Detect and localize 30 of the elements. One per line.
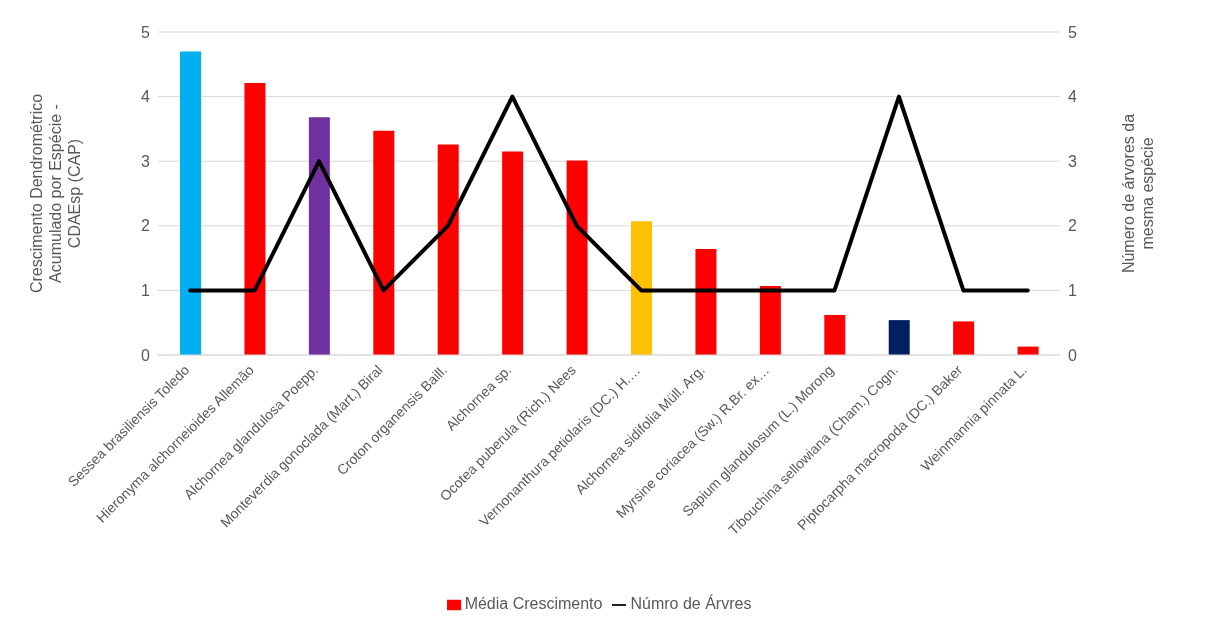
y2-axis-title: Número de árvores da mesma espécie: [1119, 113, 1156, 274]
y2-tick-label: 2: [1068, 217, 1077, 235]
y-tick-label: 1: [141, 282, 151, 300]
bar: [888, 320, 910, 355]
bar: [566, 160, 588, 355]
y-tick-label: 2: [141, 217, 151, 235]
y2-tick-label: 1: [1068, 282, 1077, 300]
y-tick-label: 5: [141, 23, 151, 41]
y2-tick-label: 3: [1068, 152, 1077, 170]
y2-tick-label: 5: [1068, 23, 1077, 41]
y2-tick-label: 4: [1068, 88, 1077, 106]
y-axis-title: Crescimento Dendrométrico Acumulado por Espécie - CDAEsp (CAP): [28, 93, 83, 294]
legend-label: Média Crescimento: [464, 595, 603, 612]
bar: [373, 130, 395, 355]
line-series: [188, 94, 1030, 293]
bar: [759, 285, 781, 355]
legend-label: Númro de Árvres: [630, 595, 752, 612]
bar: [437, 144, 459, 355]
bar: [631, 221, 652, 355]
bar: [308, 117, 330, 355]
y-tick-label: 4: [141, 88, 151, 106]
bar: [695, 249, 717, 355]
bar: [244, 83, 266, 355]
y-tick-label: 0: [141, 346, 151, 364]
bar: [824, 314, 846, 355]
bar: [953, 321, 975, 355]
bar: [180, 51, 201, 355]
y2-tick-label: 0: [1068, 346, 1077, 364]
bar: [502, 151, 524, 355]
y-tick-label: 3: [141, 152, 151, 170]
